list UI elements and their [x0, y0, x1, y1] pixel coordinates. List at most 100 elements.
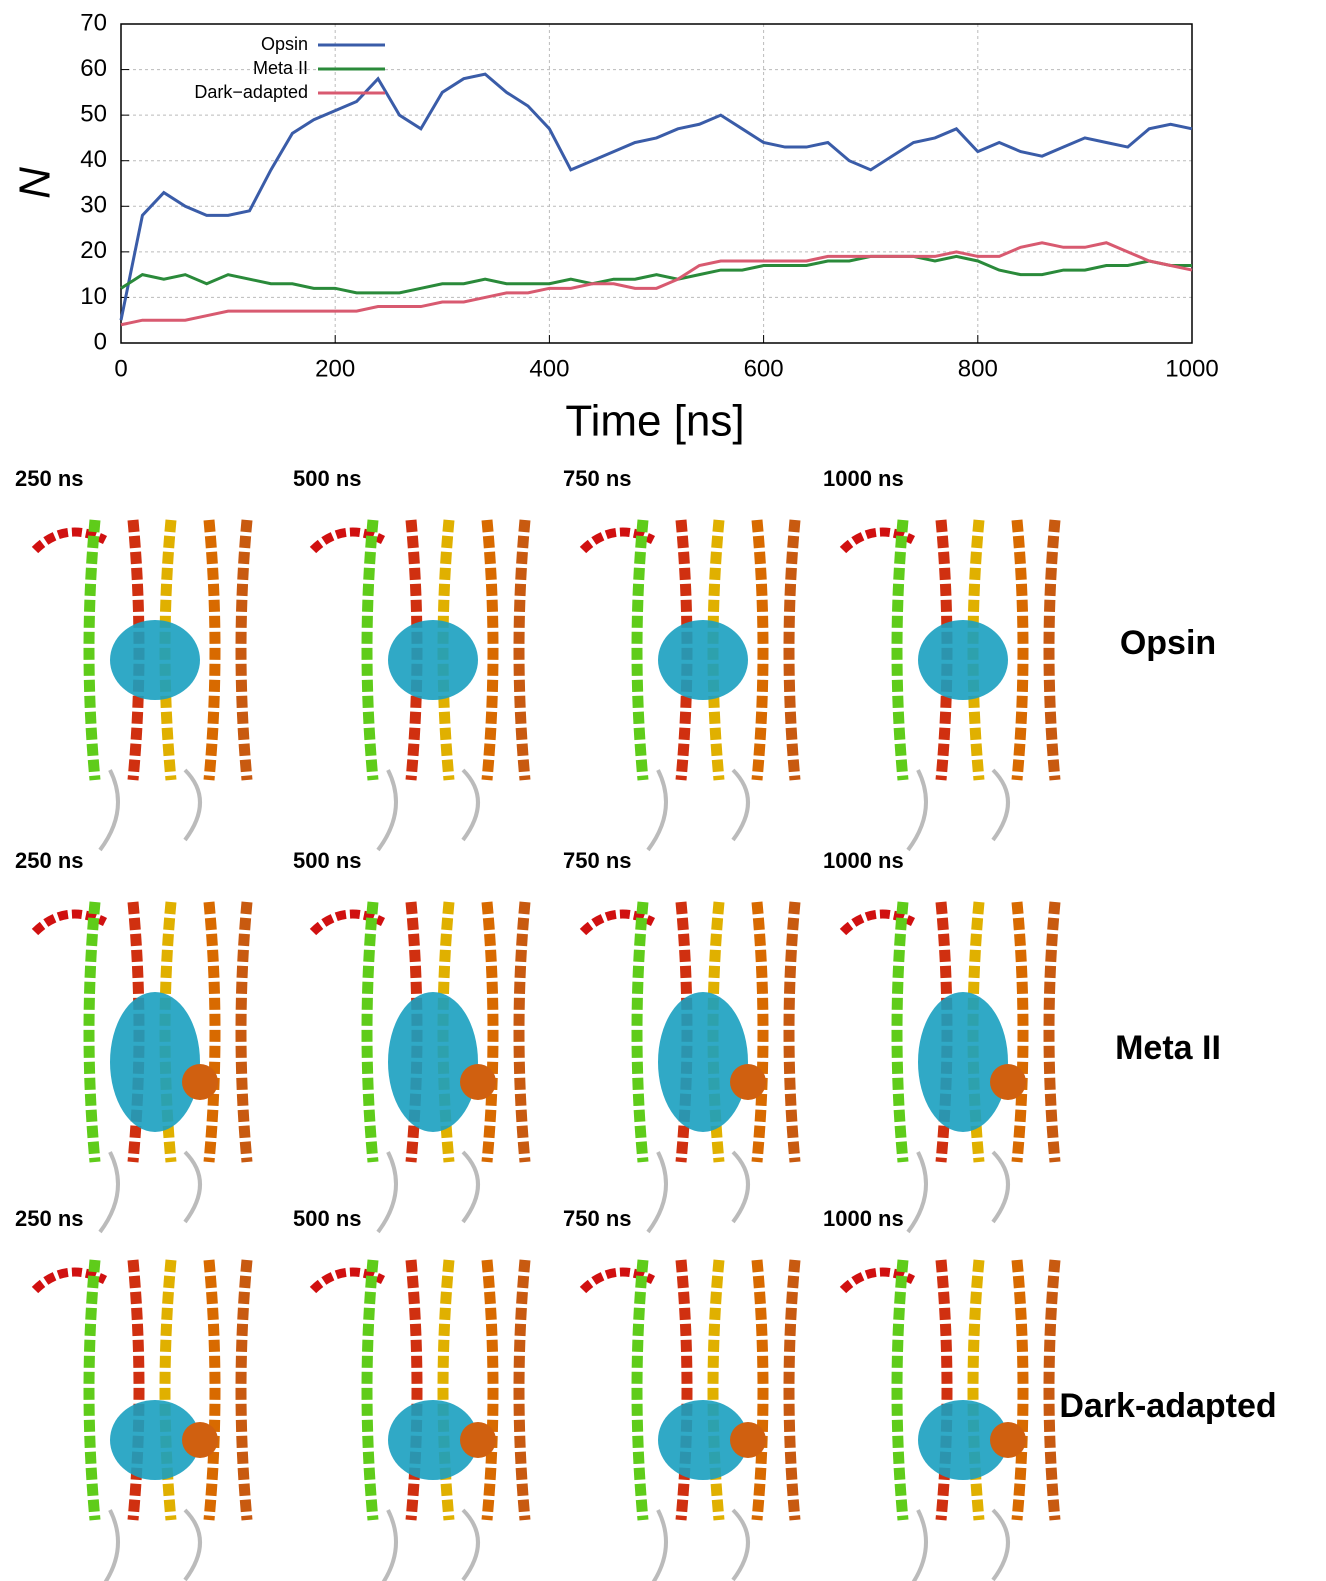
- helix: [203, 519, 221, 781]
- helix: [783, 901, 801, 1163]
- protein-render: [579, 1259, 801, 1581]
- loop: [906, 768, 1010, 852]
- helix: [235, 519, 253, 781]
- helix: [891, 1259, 909, 1521]
- protein-render: [839, 901, 1061, 1234]
- helix: [751, 1259, 769, 1521]
- water-cavity: [388, 620, 478, 700]
- water-cavity: [918, 620, 1008, 700]
- helix: [31, 909, 108, 936]
- helix: [631, 1259, 649, 1521]
- helix: [675, 1259, 693, 1521]
- ligand: [182, 1422, 218, 1458]
- y-tick-label: 0: [94, 328, 107, 355]
- loop: [911, 1508, 1010, 1581]
- water-cavity: [110, 620, 200, 700]
- helix: [159, 1259, 177, 1521]
- y-axis-label: N: [11, 167, 60, 199]
- loop: [651, 1508, 750, 1581]
- legend-label: Dark−adapted: [194, 82, 308, 102]
- protein-render: [309, 901, 531, 1234]
- helix: [405, 1259, 423, 1521]
- ligand: [182, 1064, 218, 1100]
- row-label: Dark-adapted: [1059, 1387, 1276, 1425]
- helix: [83, 519, 101, 781]
- ligand: [460, 1064, 496, 1100]
- y-tick-label: 50: [80, 100, 107, 127]
- ligand: [460, 1422, 496, 1458]
- panel-time-label: 1000 ns: [823, 848, 904, 873]
- panel-time-label: 1000 ns: [823, 466, 904, 491]
- loop: [103, 1508, 202, 1581]
- protein-render: [579, 901, 801, 1234]
- helix: [83, 901, 101, 1163]
- helix: [513, 901, 531, 1163]
- helix: [783, 1259, 801, 1521]
- helix: [891, 901, 909, 1163]
- y-tick-label: 10: [80, 283, 107, 310]
- helix: [967, 1259, 985, 1521]
- helix: [1043, 901, 1061, 1163]
- helix: [83, 1259, 101, 1521]
- helix: [309, 909, 386, 936]
- helix: [751, 519, 769, 781]
- row-label: Meta II: [1115, 1029, 1221, 1067]
- helix: [31, 527, 108, 554]
- protein-render: [31, 901, 253, 1234]
- helix: [235, 1259, 253, 1521]
- helix: [1043, 519, 1061, 781]
- loop: [381, 1508, 480, 1581]
- panel-time-label: 750 ns: [563, 1206, 632, 1231]
- helix: [127, 1259, 145, 1521]
- panel-time-label: 500 ns: [293, 848, 362, 873]
- helix: [579, 1267, 656, 1294]
- y-tick-label: 60: [80, 55, 107, 82]
- plot-frame: [120, 23, 1193, 344]
- helix: [839, 1267, 916, 1294]
- water-cavity: [918, 992, 1008, 1132]
- helix: [481, 1259, 499, 1521]
- helix: [1011, 519, 1029, 781]
- helix: [1011, 901, 1029, 1163]
- protein-render: [579, 519, 801, 852]
- loop: [376, 1150, 480, 1234]
- protein-render: [839, 1259, 1061, 1581]
- ligand: [730, 1422, 766, 1458]
- helix: [1043, 1259, 1061, 1521]
- helix: [361, 1259, 379, 1521]
- helix: [481, 901, 499, 1163]
- y-tick-label: 40: [80, 146, 107, 173]
- helix: [631, 901, 649, 1163]
- panel-time-label: 250 ns: [15, 1206, 84, 1231]
- helix: [203, 1259, 221, 1521]
- protein-render: [839, 519, 1061, 852]
- x-axis-label: Time [ns]: [565, 397, 744, 446]
- panel-time-label: 1000 ns: [823, 1206, 904, 1231]
- x-tick-label: 200: [315, 355, 355, 382]
- ligand: [990, 1064, 1026, 1100]
- x-tick-label: 0: [114, 355, 127, 382]
- panel-time-label: 250 ns: [15, 466, 84, 491]
- row-label: Opsin: [1120, 624, 1216, 662]
- y-tick-label: 20: [80, 237, 107, 264]
- loop: [98, 768, 202, 852]
- protein-render: [31, 519, 253, 852]
- x-tick-label: 600: [744, 355, 784, 382]
- helix: [513, 519, 531, 781]
- helix: [891, 519, 909, 781]
- panel-time-label: 500 ns: [293, 1206, 362, 1231]
- water-cavity: [658, 992, 748, 1132]
- water-cavity: [658, 620, 748, 700]
- panel-time-label: 250 ns: [15, 848, 84, 873]
- loop: [98, 1150, 202, 1234]
- helix: [203, 901, 221, 1163]
- legend-label: Opsin: [261, 34, 308, 54]
- panel-time-label: 750 ns: [563, 466, 632, 491]
- helix: [309, 1267, 386, 1294]
- helix: [707, 1259, 725, 1521]
- helix: [309, 527, 386, 554]
- series-line: [120, 241, 1193, 327]
- series-line: [119, 72, 1193, 321]
- loop: [906, 1150, 1010, 1234]
